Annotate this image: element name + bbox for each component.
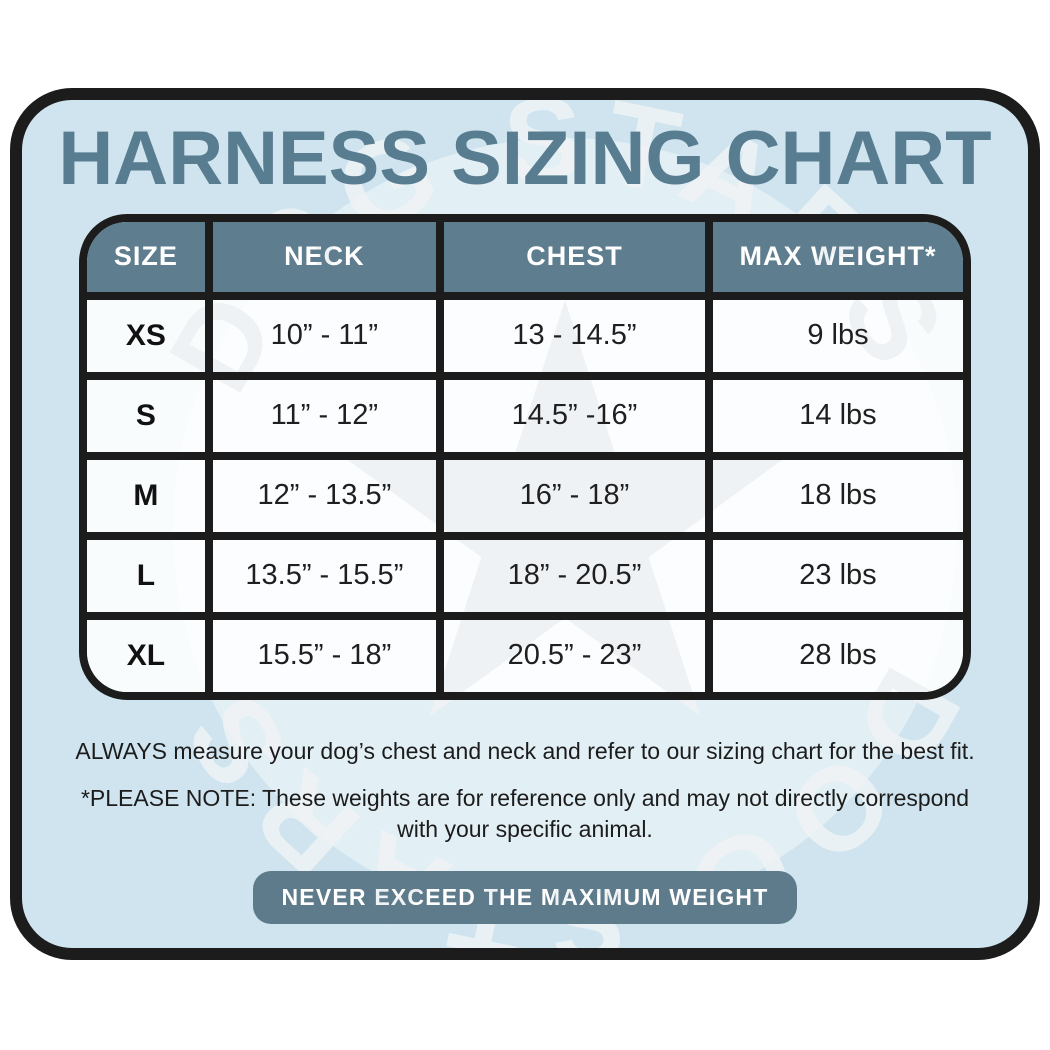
column-header-neck: NECK [204,221,445,300]
column-header-chest: CHEST [436,221,713,300]
chest-value: 13 - 14.5” [436,291,713,380]
neck-value: 15.5” - 18” [204,611,445,692]
sizing-chart-card: DOG STARS DOG STARS HARNESS SIZING CHART… [10,88,1040,960]
max-weight-value: 9 lbs [704,291,963,380]
column-header-size: SIZE [87,221,213,300]
table-row-xs: XS 10” - 11” 13 - 14.5” 9 lbs [87,291,963,380]
header-row: SIZE NECK CHEST MAX WEIGHT* [87,221,963,300]
sizing-table: SIZE NECK CHEST MAX WEIGHT* XS 10” - 11”… [79,213,971,700]
neck-value: 11” - 12” [204,371,445,460]
chest-value: 14.5” -16” [436,371,713,460]
neck-value: 10” - 11” [204,291,445,380]
max-weight-warning-banner: NEVER EXCEED THE MAXIMUM WEIGHT [253,870,797,924]
chest-value: 18” - 20.5” [436,531,713,620]
max-weight-value: 23 lbs [704,531,963,620]
size-value: L [87,531,213,620]
column-header-max-weight: MAX WEIGHT* [704,221,963,300]
chest-value: 16” - 18” [436,451,713,540]
size-value: M [87,451,213,540]
table-row-s: S 11” - 12” 14.5” -16” 14 lbs [87,371,963,460]
max-weight-value: 14 lbs [704,371,963,460]
page-title: HARNESS SIZING CHART [58,116,992,201]
size-value: XL [87,611,213,692]
neck-value: 12” - 13.5” [204,451,445,540]
measure-note: ALWAYS measure your dog’s chest and neck… [75,737,975,764]
neck-value: 13.5” - 15.5” [204,531,445,620]
chest-value: 20.5” - 23” [436,611,713,692]
size-value: S [87,371,213,460]
table-row-xl: XL 15.5” - 18” 20.5” - 23” 28 lbs [87,611,963,692]
size-value: XS [87,291,213,380]
disclaimer-note: *PLEASE NOTE: These weights are for refe… [80,784,970,843]
table-row-l: L 13.5” - 15.5” 18” - 20.5” 23 lbs [87,531,963,620]
max-weight-value: 18 lbs [704,451,963,540]
max-weight-value: 28 lbs [704,611,963,692]
table-row-m: M 12” - 13.5” 16” - 18” 18 lbs [87,451,963,540]
